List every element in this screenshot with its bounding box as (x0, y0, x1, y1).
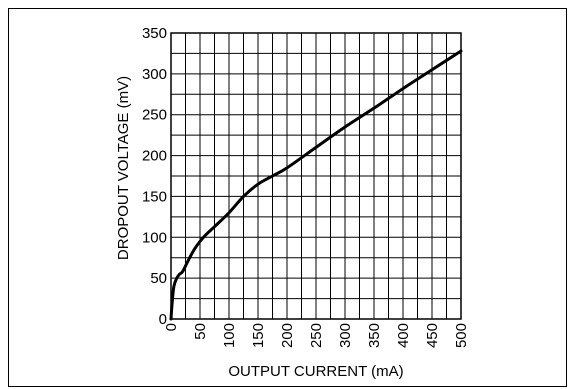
x-axis-label: OUTPUT CURRENT (mA) (228, 363, 403, 380)
grid (171, 33, 461, 319)
y-tick-label: 50 (150, 270, 167, 287)
x-tick-label: 200 (279, 323, 296, 348)
y-tick-label: 200 (142, 148, 167, 165)
x-tick-label: 350 (366, 323, 383, 348)
x-tick-labels: 0 50 100 150 200 250 300 350 400 450 500 (163, 323, 470, 348)
x-tick-label: 50 (192, 323, 209, 340)
x-tick-label: 250 (308, 323, 325, 348)
y-tick-label: 0 (159, 311, 167, 328)
x-tick-label: 450 (424, 323, 441, 348)
y-tick-label: 300 (142, 66, 167, 83)
plot-border (170, 32, 462, 320)
series-line (169, 49, 463, 321)
x-tick-label: 500 (453, 323, 470, 348)
x-tick-label: 400 (395, 323, 412, 348)
x-tick-label: 150 (250, 323, 267, 348)
x-tick-label: 0 (163, 323, 180, 331)
y-tick-label: 250 (142, 107, 167, 124)
x-tick-label: 100 (221, 323, 238, 348)
y-tick-label: 100 (142, 229, 167, 246)
y-axis-label: DROPOUT VOLTAGE (mV) (115, 76, 132, 260)
y-tick-label: 350 (142, 25, 167, 42)
y-tick-label: 150 (142, 188, 167, 205)
y-tick-labels: 0 50 100 150 200 250 300 350 (142, 25, 167, 328)
x-tick-label: 300 (337, 323, 354, 348)
